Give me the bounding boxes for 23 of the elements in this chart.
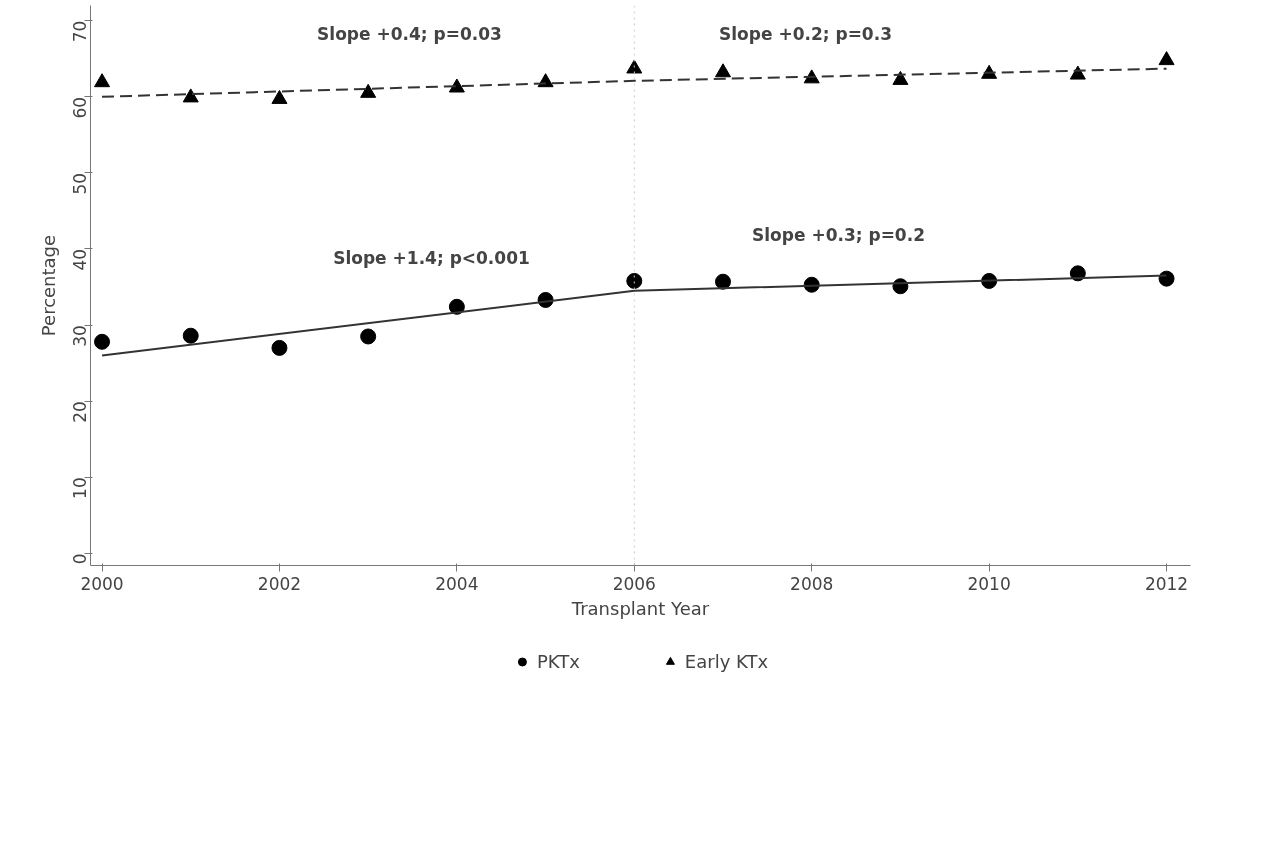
y-axis-title: Percentage <box>37 234 59 337</box>
x-tick-label: 2002 <box>257 573 302 594</box>
x-tick-label: 2000 <box>80 573 124 594</box>
y-tick-label: 50 <box>70 172 90 195</box>
annotation: Slope +1.4; p<0.001 <box>333 247 530 268</box>
x-tick-label: 2008 <box>790 573 834 594</box>
annotation: Slope +0.4; p=0.03 <box>317 23 502 44</box>
y-tick-label: 40 <box>70 248 90 271</box>
y-tick-label: 30 <box>70 325 90 347</box>
legend-label: Early KTx <box>684 650 769 672</box>
annotation: Slope +0.2; p=0.3 <box>719 23 892 44</box>
x-axis-title: Transplant Year <box>570 597 710 619</box>
y-tick-label: 20 <box>70 401 90 423</box>
x-tick-label: 2006 <box>612 573 656 594</box>
y-tick-label: 70 <box>70 20 90 43</box>
x-tick-label: 2004 <box>435 573 479 594</box>
y-tick-label: 10 <box>70 477 90 499</box>
y-tick-label: 0 <box>70 553 90 565</box>
legend-label: PKTx <box>536 650 580 672</box>
annotation: Slope +0.3; p=0.2 <box>752 225 925 246</box>
x-tick-label: 2010 <box>967 573 1011 594</box>
x-tick-label: 2012 <box>1144 573 1189 594</box>
y-tick-label: 60 <box>70 96 90 119</box>
